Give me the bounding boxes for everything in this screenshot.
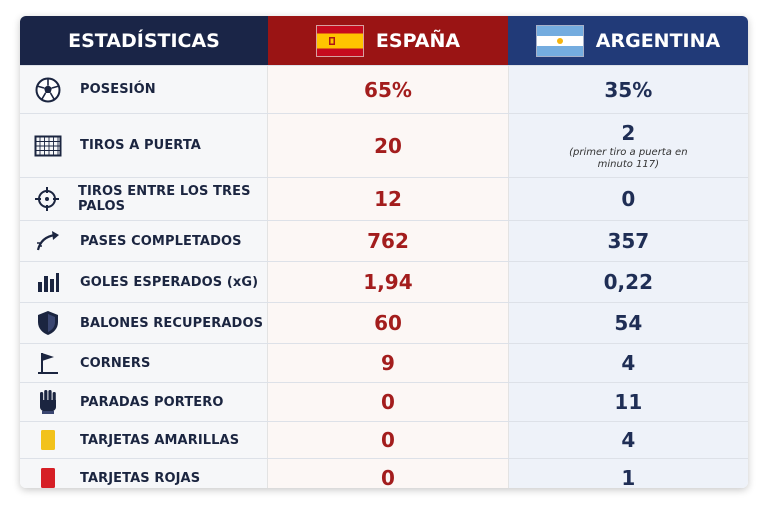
argentina-value-cell: 54 [507, 303, 748, 343]
stat-label-cell: GOLES ESPERADOS (xG) [20, 262, 268, 302]
stats-table: ESTADÍSTICAS ESPAÑA ARGENTINA [20, 16, 748, 488]
spain-value: 9 [267, 344, 508, 382]
header-argentina: ARGENTINA [508, 16, 748, 65]
argentina-value-cell: 35% [507, 66, 748, 113]
argentina-value: 1 [621, 466, 636, 488]
table-row: GOLES ESPERADOS (xG) 1,94 0,22 [20, 261, 748, 302]
table-row: TIROS A PUERTA 20 2 (primer tiro a puert… [20, 113, 748, 177]
team2-name: ARGENTINA [595, 29, 721, 52]
spain-value: 20 [267, 114, 508, 177]
yellow-card-icon [34, 426, 62, 454]
argentina-value-cell: 2 (primer tiro a puerta en minuto 117) [507, 114, 748, 177]
argentina-value: 54 [614, 311, 643, 335]
stat-label-cell: CORNERS [20, 344, 268, 382]
argentina-value: 11 [614, 390, 643, 414]
header-spain: ESPAÑA [268, 16, 508, 65]
argentina-value-cell: 0,22 [507, 262, 748, 302]
table-header: ESTADÍSTICAS ESPAÑA ARGENTINA [20, 16, 748, 65]
stat-label: TARJETAS ROJAS [80, 470, 201, 486]
stat-label-cell: PARADAS PORTERO [20, 383, 268, 421]
table-row: TARJETAS AMARILLAS 0 4 [20, 421, 748, 458]
argentina-value: 2 [621, 120, 636, 145]
crosshair-icon [34, 185, 60, 213]
table-row: TARJETAS ROJAS 0 1 [20, 458, 748, 488]
shield-icon [34, 309, 62, 337]
stat-label: BALONES RECUPERADOS [80, 315, 264, 331]
stat-label-cell: PASES COMPLETADOS [20, 221, 268, 261]
header-stats-label: ESTADÍSTICAS [20, 16, 268, 65]
stat-label: TIROS ENTRE LOS TRES PALOS [78, 184, 251, 214]
argentina-value-cell: 357 [507, 221, 748, 261]
argentina-flag-icon [535, 24, 584, 57]
table-row: PARADAS PORTERO 0 11 [20, 382, 748, 421]
stat-label-cell: BALONES RECUPERADOS [20, 303, 268, 343]
spain-value: 0 [267, 459, 508, 488]
stat-label: POSESIÓN [80, 82, 156, 97]
table-row: POSESIÓN 65% 35% [20, 65, 748, 113]
bar-chart-icon [34, 268, 62, 296]
argentina-note: (primer tiro a puerta en minuto 117) [569, 146, 688, 170]
argentina-value-cell: 4 [507, 422, 748, 458]
team1-name: ESPAÑA [375, 29, 461, 52]
argentina-value-cell: 11 [507, 383, 748, 421]
stat-label: PASES COMPLETADOS [80, 233, 242, 249]
corner-flag-icon [34, 349, 62, 377]
argentina-value-cell: 1 [507, 459, 748, 488]
stat-label: TIROS A PUERTA [80, 138, 201, 153]
argentina-value: 4 [621, 428, 636, 452]
argentina-value: 357 [607, 229, 650, 253]
red-card-icon [34, 464, 62, 488]
table-row: PASES COMPLETADOS 762 357 [20, 220, 748, 261]
stat-label: PARADAS PORTERO [80, 394, 224, 410]
table-row: BALONES RECUPERADOS 60 54 [20, 302, 748, 343]
goalkeeper-glove-icon [34, 388, 62, 416]
spain-value: 1,94 [267, 262, 508, 302]
stat-label-cell: TIROS ENTRE LOS TRES PALOS [20, 178, 268, 220]
spain-value: 0 [267, 383, 508, 421]
argentina-value-cell: 0 [507, 178, 748, 220]
argentina-value-cell: 4 [507, 344, 748, 382]
argentina-value: 0,22 [603, 270, 653, 294]
stat-label: GOLES ESPERADOS (xG) [80, 274, 259, 290]
stat-label: TARJETAS AMARILLAS [80, 432, 240, 448]
table-row: CORNERS 9 4 [20, 343, 748, 382]
stat-label-cell: TIROS A PUERTA [20, 114, 268, 177]
argentina-value: 0 [621, 187, 636, 211]
argentina-value: 4 [621, 351, 636, 375]
spain-value: 762 [267, 221, 508, 261]
stat-label-cell: TARJETAS AMARILLAS [20, 422, 268, 458]
spain-value: 12 [267, 178, 508, 220]
argentina-value: 35% [604, 77, 653, 102]
stat-label-cell: TARJETAS ROJAS [20, 459, 268, 488]
stat-label: CORNERS [80, 355, 151, 371]
spain-flag-icon [315, 24, 364, 57]
spain-value: 65% [267, 66, 508, 113]
spain-value: 60 [267, 303, 508, 343]
pass-arrow-icon [34, 227, 62, 255]
spain-value: 0 [267, 422, 508, 458]
soccer-ball-icon [34, 76, 62, 104]
goal-net-icon [34, 132, 62, 160]
stat-label-cell: POSESIÓN [20, 66, 268, 113]
table-row: TIROS ENTRE LOS TRES PALOS 12 0 [20, 177, 748, 220]
